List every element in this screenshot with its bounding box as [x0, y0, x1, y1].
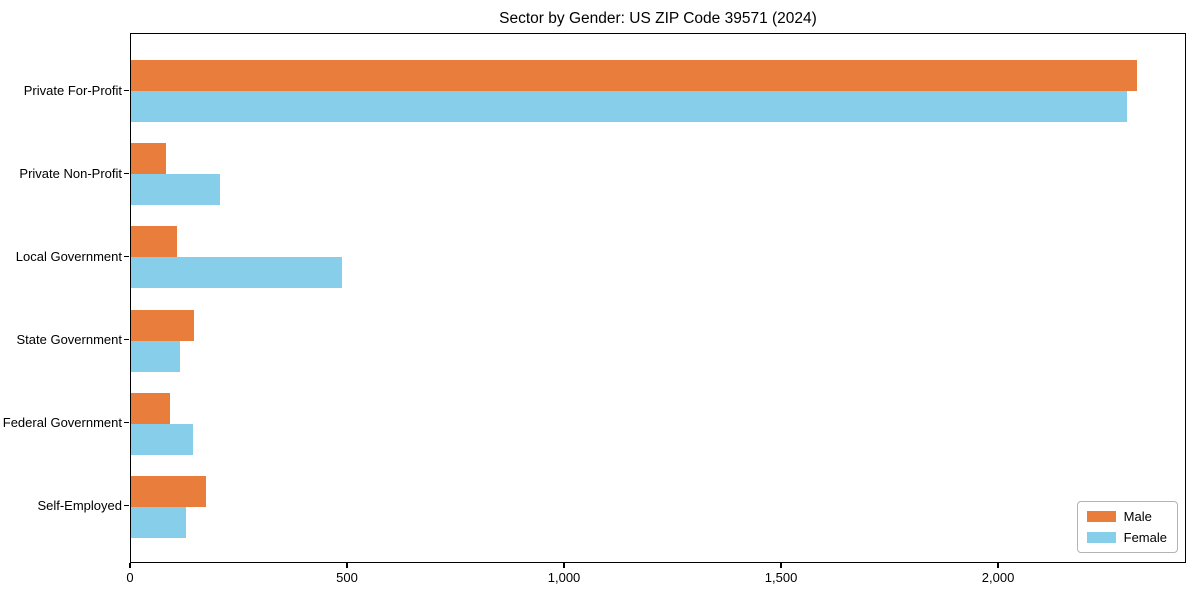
legend-item: Male [1086, 509, 1167, 524]
legend-item: Female [1086, 530, 1167, 545]
bar-female [131, 91, 1127, 123]
legend-label: Male [1123, 509, 1152, 524]
y-tick-label: Self-Employed [37, 498, 122, 514]
bar-female [131, 506, 186, 538]
y-tick-label: State Government [16, 332, 123, 348]
chart-title: Sector by Gender: US ZIP Code 39571 (202… [499, 10, 817, 27]
y-tick-mark [124, 172, 129, 175]
x-tick-label: 2,000 [981, 570, 1015, 585]
x-tick-label: 1,000 [547, 570, 581, 585]
y-tick-label: Local Government [15, 248, 122, 264]
x-tick-mark [129, 563, 131, 568]
x-tick-label: 0 [126, 570, 134, 585]
x-tick-mark [780, 563, 782, 568]
y-tick-label: Federal Government [2, 415, 122, 431]
bar-female [131, 174, 220, 206]
x-tick-label: 500 [336, 570, 358, 585]
y-tick-label: Private For-Profit [23, 82, 122, 98]
legend: Male Female [1076, 501, 1178, 553]
y-tick-mark [124, 421, 129, 424]
bar-male [131, 60, 1137, 92]
bar-female [131, 257, 342, 289]
x-tick-mark [997, 563, 999, 568]
bar-male [131, 392, 170, 424]
bar-male [131, 143, 166, 175]
y-tick-mark [124, 504, 129, 507]
bar-female [131, 423, 193, 455]
bar-male [131, 309, 195, 341]
bar-male [131, 226, 177, 258]
y-tick-mark [124, 255, 129, 258]
x-tick-mark [346, 563, 348, 568]
y-tick-mark [124, 338, 129, 341]
plot-area: Male Female [130, 33, 1186, 563]
bar-female [131, 340, 180, 372]
bar-male [131, 475, 206, 507]
x-tick-label: 1,500 [764, 570, 798, 585]
legend-swatch [1086, 511, 1116, 522]
y-tick-mark [124, 89, 129, 92]
y-tick-label: Private Non-Profit [19, 165, 122, 181]
legend-label: Female [1123, 530, 1167, 545]
legend-swatch [1086, 532, 1116, 543]
x-tick-mark [563, 563, 565, 568]
